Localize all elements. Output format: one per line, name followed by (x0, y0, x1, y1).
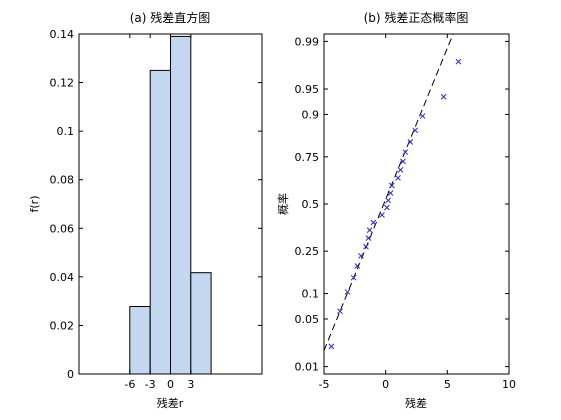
fit-line (323, 33, 454, 351)
histogram-bars (129, 35, 212, 375)
histogram-y-tick-label: 0 (67, 368, 74, 381)
data-point-13 (387, 190, 394, 196)
data-point-0 (328, 343, 335, 350)
data-point-14 (388, 182, 395, 189)
data-point-16 (397, 166, 404, 173)
data-point-2 (344, 289, 351, 295)
histogram-bar-2 (170, 35, 192, 375)
histogram-x-tick-label: 0 (167, 378, 174, 391)
histogram-y-ticks: 0 0.02 0.04 0.06 0.08 0.1 0.12 0.14 (50, 28, 262, 381)
probability-y-tick-label: 0.01 (295, 361, 320, 374)
histogram-x-tick-label: 3 (187, 378, 194, 391)
histogram-y-tick-label: 0.02 (50, 319, 75, 332)
data-point-4 (354, 263, 361, 269)
histogram-y-tick-label: 0.04 (50, 271, 75, 284)
probability-x-label: 残差 (405, 396, 427, 410)
data-point-6 (363, 243, 369, 250)
data-point-8 (366, 227, 373, 233)
histogram-y-tick-label: 0.08 (50, 174, 75, 187)
probability-y-label: 概率 (276, 193, 290, 215)
probability-y-tick-label: 0.1 (302, 288, 320, 301)
histogram-x-ticks: -6 -3 0 3 (124, 34, 194, 391)
histogram-x-tick-label: -6 (124, 378, 135, 391)
histogram-panel: -6 -3 0 3 00.020.040.060.080.10.120.14 (a) … (28, 10, 263, 410)
histogram-y-tick-label: 0.12 (50, 77, 75, 90)
data-point-1 (337, 308, 343, 315)
data-point-11 (384, 204, 390, 211)
data-point-3 (350, 274, 357, 281)
histogram-x-tick-label: -3 (145, 378, 156, 391)
histogram-title: (a) 残差直方图 (130, 10, 211, 25)
probability-y-tick-label: 0.25 (295, 245, 320, 258)
histogram-y-tick-label: 0.1 (57, 125, 75, 138)
data-point-21 (419, 113, 426, 119)
data-point-10 (379, 212, 385, 218)
probability-points (328, 58, 462, 350)
probability-y-ticks: 0.01 0.05 0.1 0.25 0.5 0.75 0.9 0.95 0.99 (295, 35, 509, 374)
data-point-9 (370, 219, 377, 226)
probability-x-tick-label: 5 (444, 378, 451, 391)
data-point-19 (407, 139, 414, 145)
probability-x-tick-label: 10 (502, 378, 516, 391)
data-point-18 (402, 149, 409, 156)
data-point-17 (400, 158, 406, 165)
histogram-x-label: 残差r (157, 396, 184, 410)
probability-y-tick-label: 0.75 (295, 151, 320, 164)
data-point-20 (412, 127, 419, 134)
probability-x-tick-label: 0 (382, 378, 389, 391)
histogram-y-tick-label: 0.06 (50, 222, 75, 235)
histogram-bar-0 (129, 306, 151, 375)
probability-fit-line (323, 33, 454, 351)
probability-title: (b) 残差正态概率图 (364, 10, 469, 25)
histogram-y-tick-label: 0.14 (50, 28, 75, 41)
data-point-7 (365, 235, 372, 242)
data-point-23 (455, 58, 462, 65)
histogram-bar-1 (149, 69, 171, 375)
probability-y-tick-label: 0.99 (295, 35, 320, 48)
data-point-5 (358, 252, 364, 259)
probability-y-tick-label: 0.95 (295, 83, 320, 96)
data-point-12 (385, 197, 391, 204)
data-point-15 (395, 175, 401, 181)
probability-plot-area (324, 34, 509, 374)
probability-x-tick-label: -5 (319, 378, 330, 391)
probability-y-tick-label: 0.5 (302, 198, 320, 211)
histogram-y-label: f(r) (28, 196, 41, 213)
probability-x-ticks: -5 0 5 10 (319, 34, 516, 391)
probability-plot-panel: -5 0 5 10 0.01 0.05 0.1 0.25 0.5 0.75 0.9 0.95 0.99… (276, 10, 516, 410)
data-point-22 (440, 93, 447, 100)
probability-y-tick-label: 0.9 (302, 108, 320, 121)
histogram-bar-3 (190, 272, 212, 375)
probability-y-tick-label: 0.05 (295, 313, 320, 326)
